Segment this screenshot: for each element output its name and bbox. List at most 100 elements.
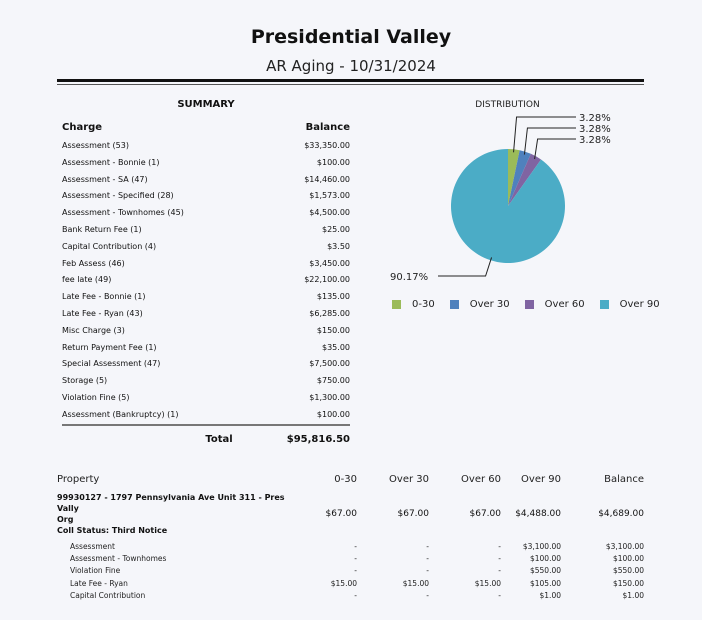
property-over-30: $67.00 [397, 508, 430, 519]
property-0-30: $67.00 [325, 508, 358, 519]
charge-balance: $3,450.00 [309, 258, 350, 268]
charge-name: Assessment - Specified (28) [62, 191, 174, 201]
charge-balance: $100.00 [316, 409, 350, 419]
legend-label: 0-30 [412, 299, 435, 310]
leader-line [513, 116, 576, 153]
data-label: 3.28% [579, 113, 611, 124]
detail-value: - [498, 554, 501, 564]
property-row: 99930127 - 1797 Pennsylvania Ave Unit 31… [57, 492, 644, 536]
leader-line [438, 257, 493, 277]
summary-title: SUMMARY [177, 99, 235, 110]
detail-charge: Late Fee - Ryan [70, 578, 128, 588]
total-label: Total [205, 433, 233, 445]
charge-balance: $22,100.00 [304, 275, 350, 285]
pie-slice-0-30 [508, 149, 520, 206]
summary-row: Assessment (53) $33,350.00 [62, 140, 350, 157]
summary-row: Capital Contribution (4) $3.50 [62, 241, 350, 258]
charge-name: Bank Return Fee (1) [62, 224, 142, 234]
detail-value: $15.00 [474, 578, 501, 588]
charge-balance: $25.00 [322, 224, 350, 234]
property-info: 99930127 - 1797 Pennsylvania Ave Unit 31… [57, 492, 285, 536]
charge-balance: $1,573.00 [309, 191, 350, 201]
summary-row: Storage (5) $750.00 [62, 375, 350, 392]
summary-row: Violation Fine (5) $1,300.00 [62, 392, 350, 409]
detail-value: - [354, 554, 357, 564]
col-over-30: Over 30 [389, 474, 429, 485]
chart-legend: 0-30 Over 30 Over 60 Over 90 [392, 299, 675, 310]
detail-charge: Violation Fine [70, 566, 121, 576]
charge-name: Assessment (Bankruptcy) (1) [62, 409, 179, 419]
charge-name: Capital Contribution (4) [62, 241, 157, 251]
charge-name: Late Fee - Ryan (43) [62, 308, 143, 318]
summary-header: Charge Balance [62, 122, 350, 140]
detail-value: $1.00 [539, 590, 561, 600]
charge-name: Misc Charge (3) [62, 325, 125, 335]
property-org: Org [57, 515, 74, 524]
summary-row: Bank Return Fee (1) $25.00 [62, 224, 350, 241]
detail-value: - [498, 566, 501, 576]
charge-name: Return Payment Fee (1) [62, 342, 157, 352]
summary-row: Assessment - SA (47) $14,460.00 [62, 174, 350, 191]
summary-row: Assessment (Bankruptcy) (1) $100.00 [62, 409, 350, 426]
charge-balance: $100.00 [316, 157, 350, 167]
legend-item: 0-30 [392, 299, 435, 310]
detail-value: - [426, 566, 429, 576]
charge-name: Special Assessment (47) [62, 359, 161, 369]
detail-value: - [426, 554, 429, 564]
detail-value: $105.00 [529, 578, 561, 588]
detail-value: - [354, 590, 357, 600]
charge-balance: $7,500.00 [309, 359, 350, 369]
balance-header: Balance [305, 122, 350, 133]
col-balance: Balance [604, 474, 644, 485]
distribution-pie-chart: 3.28%3.28%3.28%90.17% [390, 113, 611, 283]
property-balance: $4,689.00 [598, 508, 644, 519]
summary-row: fee late (49) $22,100.00 [62, 274, 350, 291]
legend-item: Over 90 [599, 299, 660, 310]
summary-total: Total $95,816.50 [62, 434, 350, 445]
detail-value: $3,100.00 [605, 542, 644, 551]
charge-name: Assessment - Bonnie (1) [62, 157, 160, 167]
detail-value: - [426, 590, 429, 600]
charge-balance: $135.00 [316, 292, 350, 302]
summary-row: Late Fee - Ryan (43) $6,285.00 [62, 308, 350, 325]
legend-swatch [392, 300, 401, 309]
charge-balance: $33,350.00 [304, 141, 350, 150]
summary-row: Late Fee - Bonnie (1) $135.00 [62, 291, 350, 308]
charge-balance: $6,285.00 [309, 308, 350, 318]
legend-item: Over 30 [449, 299, 510, 310]
charge-header: Charge [62, 122, 103, 133]
legend-item: Over 60 [524, 299, 585, 310]
detail-charge: Assessment - Townhomes [70, 554, 167, 564]
total-value: $95,816.50 [286, 433, 350, 445]
detail-value: - [498, 590, 501, 600]
pie-slice-over-30 [508, 150, 531, 206]
charge-balance: $150.00 [316, 325, 350, 335]
charge-balance: $750.00 [316, 376, 350, 386]
summary-divider [62, 423, 350, 426]
charge-name: Storage (5) [62, 376, 108, 386]
detail-value: $1.00 [622, 590, 644, 600]
property-over-90: $4,488.00 [515, 508, 561, 519]
charge-name: Assessment (53) [62, 141, 129, 150]
charge-name: Feb Assess (46) [62, 258, 125, 268]
charge-balance: $14,460.00 [304, 174, 350, 184]
charge-balance: $35.00 [322, 342, 350, 352]
detail-value: - [426, 542, 429, 551]
summary-row: Assessment - Bonnie (1) $100.00 [62, 157, 350, 174]
detail-value: $550.00 [612, 566, 644, 576]
detail-charge: Capital Contribution [70, 590, 146, 600]
detail-value: $3,100.00 [522, 542, 561, 551]
data-label: 3.28% [579, 124, 611, 135]
detail-charge: Assessment [70, 542, 115, 551]
chart-title: DISTRIBUTION [475, 100, 540, 110]
report-subtitle: AR Aging - 10/31/2024 [266, 57, 436, 75]
report-title: Presidential Valley [250, 26, 452, 48]
header-divider-thin [57, 84, 644, 85]
property-id: 99930127 - 1797 Pennsylvania Ave Unit 31… [57, 493, 285, 513]
detail-value: $15.00 [402, 578, 429, 588]
charge-name: Violation Fine (5) [62, 392, 130, 402]
summary-row: Assessment - Townhomes (45) $4,500.00 [62, 207, 350, 224]
summary-row: Feb Assess (46) $3,450.00 [62, 258, 350, 275]
summary-row: Misc Charge (3) $150.00 [62, 325, 350, 342]
